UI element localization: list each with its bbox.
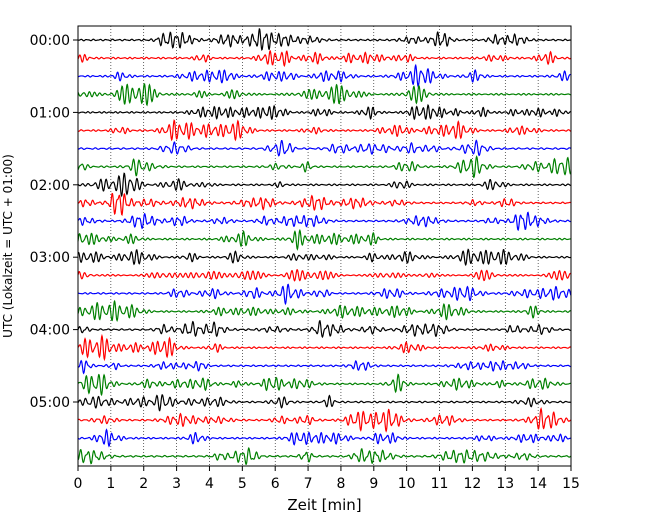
trace-line [77,103,572,121]
grid [110,26,539,466]
trace-line [77,373,572,397]
trace-line [77,333,572,362]
x-tick-label: 15 [562,476,580,492]
x-tick-label: 7 [304,476,313,492]
x-tick-label: 0 [74,476,83,492]
trace-line [77,428,572,448]
trace-line [77,319,572,339]
y-tick-label: 03:00 [30,250,70,266]
y-tick-label: 01:00 [30,105,70,121]
trace-line [77,394,572,412]
trace-line [77,248,572,267]
x-tick-label: 11 [431,476,449,492]
x-tick-label: 6 [271,476,280,492]
trace-line [77,269,572,282]
x-tick-label: 1 [106,476,115,492]
y-tick-label: 04:00 [30,323,70,339]
trace-line [77,172,572,198]
y-axis-label: UTC (Lokalzeit = UTC + 01:00) [1,154,15,338]
trace-line [77,299,572,323]
trace-line [77,407,572,433]
plot-frame [77,25,572,467]
x-tick-label: 10 [398,476,416,492]
x-tick-label: 9 [369,476,378,492]
x-tick-label: 13 [496,476,514,492]
trace-line [77,155,572,179]
y-tick-label: 05:00 [30,395,70,411]
trace-line [77,283,572,306]
trace-line [77,446,572,465]
trace-line [77,139,572,157]
y-axis-ticks: 00:00 01:00 02:00 03:00 04:00 05:00 [30,33,78,411]
x-tick-label: 8 [336,476,345,492]
plot-area [78,26,571,466]
trace-line [77,228,572,251]
trace-line [77,192,572,217]
trace-line [77,83,572,107]
seismogram-traces [77,27,572,465]
y-tick-label: 02:00 [30,178,70,194]
x-tick-label: 14 [529,476,547,492]
x-tick-label: 3 [172,476,181,492]
x-tick-label: 12 [463,476,481,492]
trace-line [77,211,572,231]
trace-line [77,50,572,68]
trace-line [77,119,572,142]
x-axis-ticks: 0 1 2 3 4 5 6 7 8 9 10 11 12 13 14 15 [74,466,580,492]
x-axis-label: Zeit [min] [287,496,361,514]
y-tick-label: 00:00 [30,33,70,49]
x-tick-label: 4 [205,476,214,492]
trace-line [77,359,572,375]
x-tick-label: 5 [238,476,247,492]
x-tick-label: 2 [139,476,148,492]
trace-line [77,63,572,89]
trace-line [77,27,572,52]
